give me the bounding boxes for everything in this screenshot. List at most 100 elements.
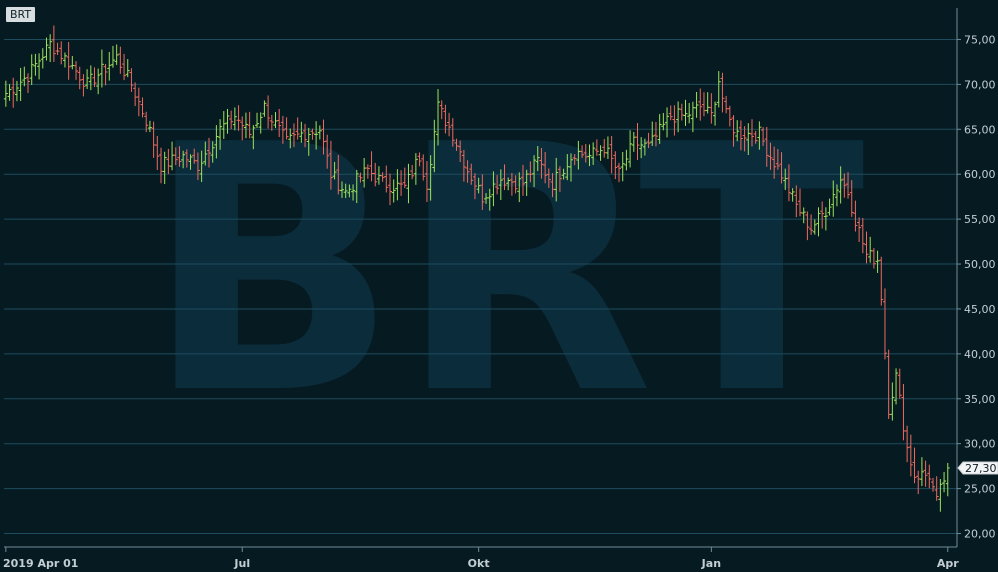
ohlc-bar — [343, 183, 348, 199]
ohlc-bar — [417, 152, 422, 167]
ohlc-bar — [934, 476, 939, 501]
ohlc-bar — [354, 169, 359, 204]
ohlc-bar — [29, 54, 34, 86]
ohlc-bar — [299, 121, 304, 143]
ohlc-bar — [269, 114, 274, 131]
ohlc-bar — [561, 168, 566, 180]
ohlc-bar — [672, 105, 677, 136]
ohlc-bar — [144, 111, 149, 133]
ohlc-bar — [506, 177, 511, 191]
ohlc-bar — [402, 167, 407, 189]
ohlc-bar — [158, 147, 163, 184]
ohlc-bar — [823, 207, 828, 231]
ticker-label[interactable]: BRT — [6, 7, 36, 22]
ohlc-bar — [447, 112, 452, 137]
ohlc-bar — [351, 184, 356, 201]
ohlc-bar — [698, 88, 703, 121]
ohlc-bar — [786, 164, 791, 202]
ohlc-bar — [945, 462, 950, 497]
ohlc-bar — [118, 46, 123, 74]
ohlc-bar — [332, 161, 337, 180]
ohlc-bar — [443, 104, 448, 134]
ohlc-bar — [694, 91, 699, 118]
ohlc-bar — [432, 119, 437, 173]
ohlc-bar — [495, 175, 500, 195]
ohlc-bar — [33, 53, 38, 76]
ohlc-bar — [524, 169, 529, 196]
ohlc-bar — [461, 149, 466, 182]
ohlc-bar — [620, 151, 625, 182]
ohlc-bar — [247, 111, 252, 139]
ohlc-bar — [812, 219, 817, 235]
y-tick-label: 25,00 — [964, 483, 996, 496]
ohlc-bar — [713, 101, 718, 126]
y-tick-label: 65,00 — [964, 123, 996, 136]
ohlc-bar — [262, 100, 267, 117]
ohlc-bar — [214, 125, 219, 159]
ohlc-bar — [166, 148, 171, 175]
ohlc-bar — [347, 184, 352, 198]
ohlc-bar — [81, 74, 86, 97]
ohlc-bar — [162, 151, 167, 185]
ohlc-bar — [576, 140, 581, 170]
ohlc-bar — [687, 102, 692, 124]
ohlc-bar — [284, 117, 289, 140]
ohlc-bar — [761, 127, 766, 146]
y-tick-label: 55,00 — [964, 213, 996, 226]
ohlc-bar — [314, 121, 319, 150]
ohlc-bar — [92, 67, 97, 88]
ohlc-bar — [203, 141, 208, 166]
ohlc-bar — [820, 201, 825, 229]
ohlc-bar — [938, 478, 943, 512]
ohlc-bar — [266, 95, 271, 129]
ohlc-bar — [838, 166, 843, 204]
ohlc-bar — [291, 123, 296, 148]
ohlc-bar — [665, 107, 670, 138]
ohlc-bar — [609, 136, 614, 174]
ohlc-bar — [18, 67, 23, 101]
ohlc-bar — [768, 142, 773, 170]
ohlc-bar — [317, 125, 322, 140]
ohlc-bar — [871, 248, 876, 269]
ohlc-bar — [598, 145, 603, 161]
ohlc-bar — [683, 99, 688, 126]
ohlc-bar — [753, 130, 758, 144]
ohlc-bar — [59, 41, 64, 65]
ohlc-bar — [295, 117, 300, 140]
y-tick-label: 50,00 — [964, 258, 996, 271]
ohlc-bar — [860, 217, 865, 254]
ohlc-bar — [890, 382, 895, 421]
ohlc-bar — [472, 173, 477, 200]
ohlc-bar — [3, 80, 8, 107]
ohlc-bar — [376, 166, 381, 185]
ohlc-bar — [369, 151, 374, 182]
ohlc-bar — [424, 161, 429, 202]
ohlc-bar — [624, 149, 629, 171]
ohlc-bar — [221, 111, 226, 139]
ohlc-bar — [631, 132, 636, 152]
x-tick-label: Jul — [233, 557, 250, 570]
ohlc-bar — [85, 69, 90, 90]
ohlc-bar — [742, 126, 747, 152]
ohlc-bar — [107, 51, 112, 81]
x-tick-label: 2019 Apr 01 — [3, 557, 78, 570]
ohlc-bar — [746, 123, 751, 156]
ohlc-bar — [798, 188, 803, 217]
ohlc-bar — [539, 147, 544, 179]
ohlc-bar — [705, 92, 710, 114]
ohlc-bar — [764, 126, 769, 167]
ohlc-bar — [868, 236, 873, 263]
ohlc-bar — [384, 165, 389, 193]
ohlc-bar — [428, 155, 433, 201]
ohlc-bar — [129, 68, 134, 92]
ohlc-bar — [594, 139, 599, 156]
ohlc-bar — [192, 148, 197, 164]
ohlc-bar — [151, 121, 156, 158]
ohlc-bar — [413, 153, 418, 185]
ohlc-bar — [70, 56, 75, 70]
ohlc-bar — [439, 100, 444, 120]
ohlc-bar — [170, 141, 175, 171]
ohlc-bar — [173, 147, 178, 166]
ohlc-bar — [55, 42, 60, 55]
